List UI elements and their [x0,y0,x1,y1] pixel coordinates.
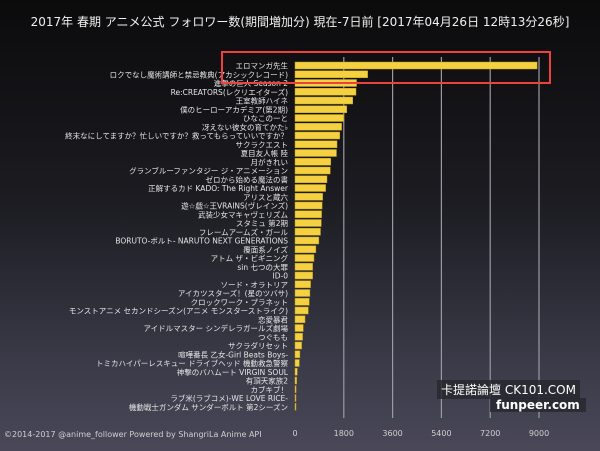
category-label: ID-0 [273,272,289,281]
category-label: 正解するカド KADO: The Right Answer [148,183,289,193]
category-label: つぐもも [258,333,288,342]
x-tick-label: 0 [292,429,297,438]
x-tick-label: 9000 [529,429,549,438]
bar [294,403,297,411]
x-tick-label: 3600 [382,429,402,438]
bar [294,359,300,367]
x-tick-label: 7200 [480,429,500,438]
category-label: エロマンガ先生 [236,61,289,71]
bar [294,184,326,192]
x-tick-label: 1800 [334,429,354,438]
category-label: sin 七つの大罪 [237,262,288,272]
category-label: サクラクエスト [236,140,289,149]
category-label: ひなこのーと [243,114,288,123]
bar [294,254,315,262]
category-label: 武装少女マキャヴェリズム [198,209,288,219]
watermark-funpeer: funpeer.com [490,398,586,412]
bar [294,193,323,201]
bar [294,368,298,376]
bar [294,333,303,341]
category-label: ロクでなし魔術講師と禁忌教典(アカシックレコード) [110,69,288,79]
bar [294,70,368,78]
category-label: アイドルマスター シンデレラガールズ劇場 [143,323,288,333]
category-label: 月がきれい [251,157,289,167]
bar [294,105,348,113]
category-label: アリスと蔵六 [243,192,288,202]
bar [294,341,302,350]
bar [294,245,317,253]
bar [294,306,309,315]
category-label: BORUTO-ボルト- NARUTO NEXT GENERATIONS [115,237,288,246]
category-label: ラブ米(ラブコメ)-WE LOVE RICE- [170,393,288,403]
bar [294,263,313,271]
category-label: 覆面系ノイズ [243,244,288,254]
category-label: ソード・オラトリア [221,280,289,289]
category-label: トミカハイパーレスキュー ドライブヘッド 機動救急警察 [96,358,288,368]
bar [294,140,338,148]
category-label: 有頂天家族2 [246,376,288,386]
bar [294,123,342,131]
category-label: 恋愛暴君 [258,314,288,324]
category-label: 僕のヒーローアカデミア(第2期) [180,104,288,114]
category-label: ゼロから始める魔法の書 [206,174,289,184]
category-label: 終末なにしてますか？忙しいですか？救ってもらっていいですか？ [65,131,288,141]
bar [294,61,538,70]
bar [294,324,304,332]
bar [294,158,332,166]
bar [294,166,331,175]
category-label: 冴えない彼女の育てかた♭ [202,122,288,132]
category-label: 王室教師ハイネ [236,96,288,106]
category-label: スタミュ 第2期 [236,218,288,228]
category-label: アイカツスターズ！(星のツバサ) [178,288,288,298]
bar [294,289,311,297]
bar [294,228,321,236]
highlight-box [221,51,551,84]
category-label: 神撃のバハムート VIRGIN SOUL [177,367,289,377]
bar [294,280,311,288]
bar [294,385,297,393]
bar [294,236,320,245]
category-label: 喧嘩番長 乙女-Girl Beats Boys- [178,349,288,359]
bar [294,149,337,157]
bar [294,88,357,96]
category-label: アトム ザ・ビギニング [211,253,289,263]
category-label: カブキブ！ [251,384,289,394]
category-label: 遊☆戯☆王VRAINS(ヴレインズ) [181,201,288,211]
category-label: モンストアニメ セカンドシーズン(アニメ モンスターストライク) [69,306,288,316]
bar [294,201,323,210]
x-tick-label: 5400 [431,429,451,438]
bar [294,271,313,280]
bar [294,350,301,358]
category-label: クロックワーク・プラネット [191,298,288,307]
footer-credit: ©2014-2017 @anime_follower Powered by Sh… [4,430,262,439]
chart-title: 2017年 春期 アニメ公式 フォロワー数(期間増加分) 現在-7日前 [201… [30,15,570,29]
bar [294,219,322,227]
category-label: 機動戦士ガンダム サンダーボルト 第2シーズン [129,402,288,412]
category-label: グランブルーファンタジー ジ・アニメーション [129,166,288,176]
bar [294,114,345,122]
bar [294,315,306,323]
bar [294,376,297,385]
bar [294,210,322,218]
category-label: Re:CREATORS(レクリエイターズ) [171,87,288,97]
category-label: サクラダリセット [228,341,288,351]
bar [294,175,328,183]
category-label: フレームアームズ・ガール [199,227,289,237]
bar [294,131,340,140]
category-label: 夏目友人帳 陸 [241,148,289,158]
bar [294,298,310,306]
watermark-ck101: 卡提諾論壇 CK101.COM [437,380,580,399]
bar [294,96,353,105]
bar [294,394,297,402]
